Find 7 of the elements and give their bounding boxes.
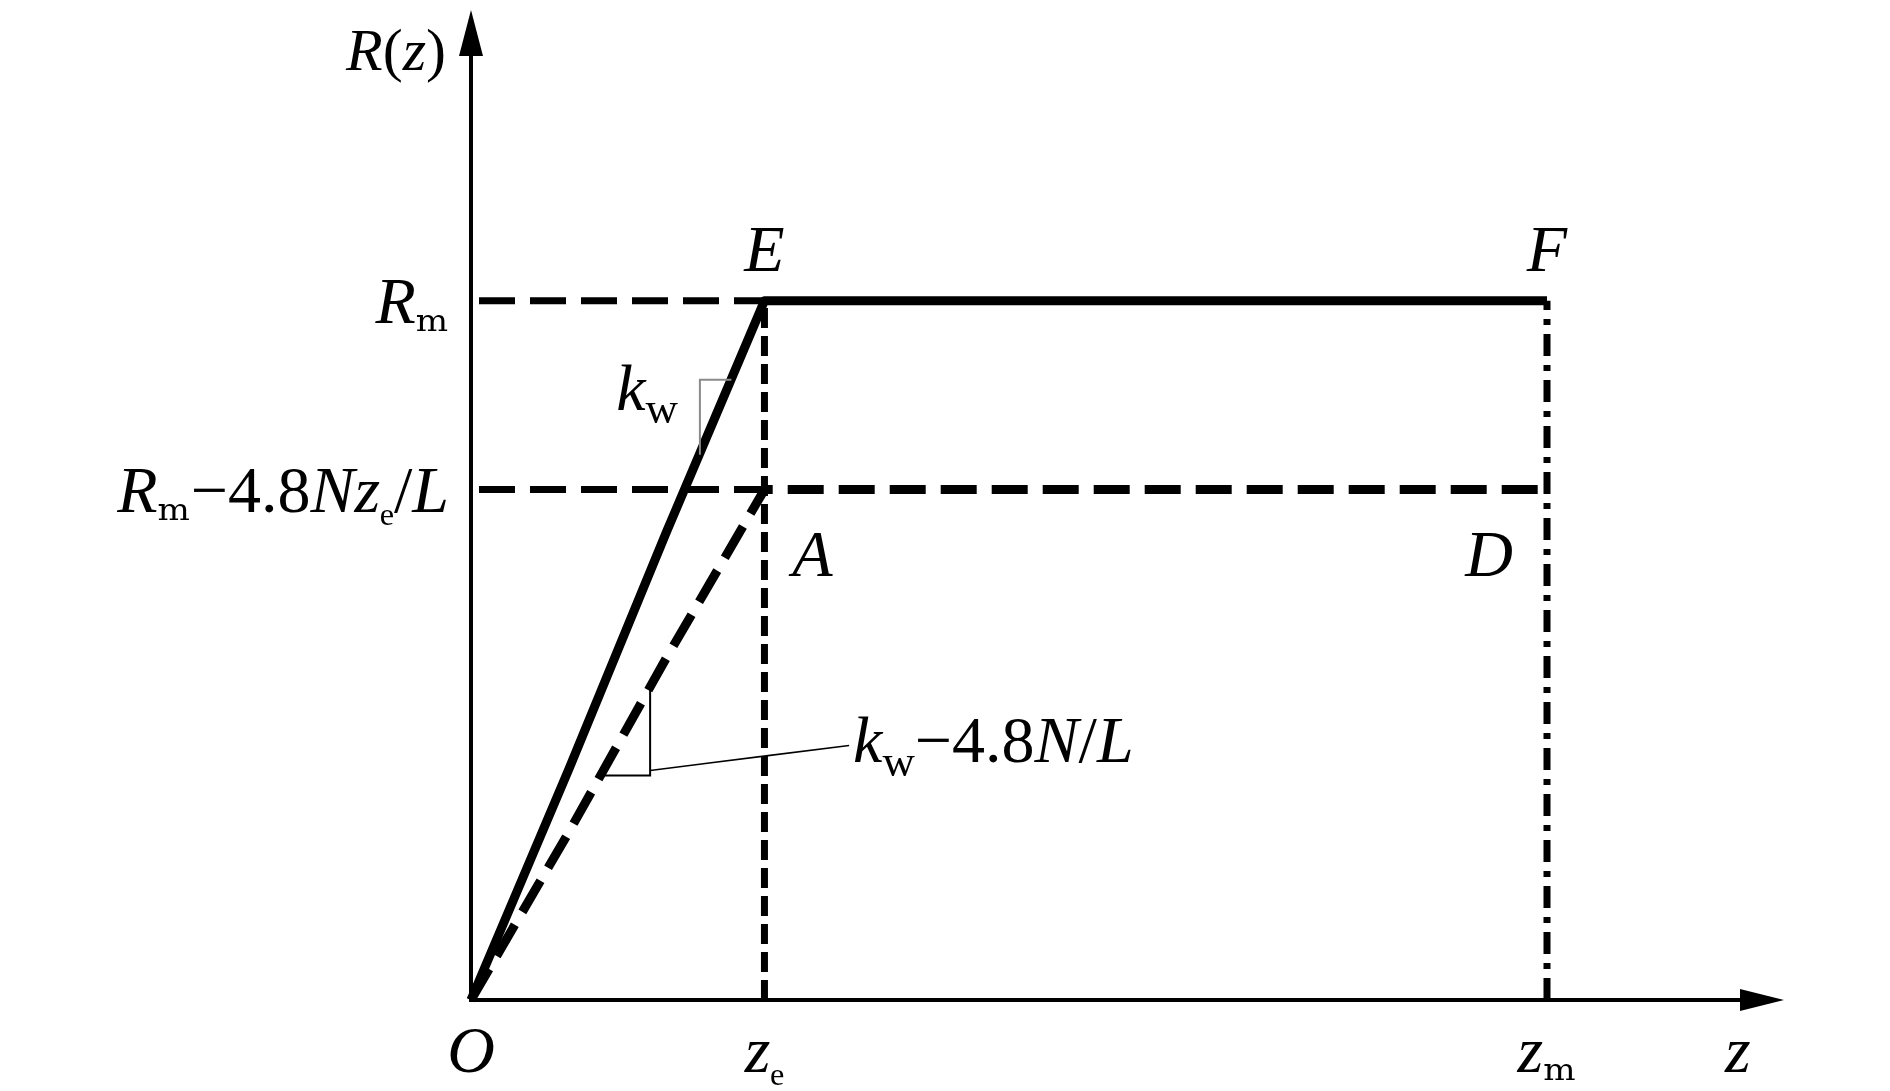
annotation: A (788, 516, 834, 590)
x-tick-label: O (447, 1013, 495, 1086)
annotation: D (1464, 516, 1513, 590)
annotation: F (1525, 211, 1568, 285)
annotation: E (743, 211, 785, 285)
y-axis-title: R(z) (345, 17, 446, 83)
x-axis-title: z (1723, 1013, 1751, 1086)
